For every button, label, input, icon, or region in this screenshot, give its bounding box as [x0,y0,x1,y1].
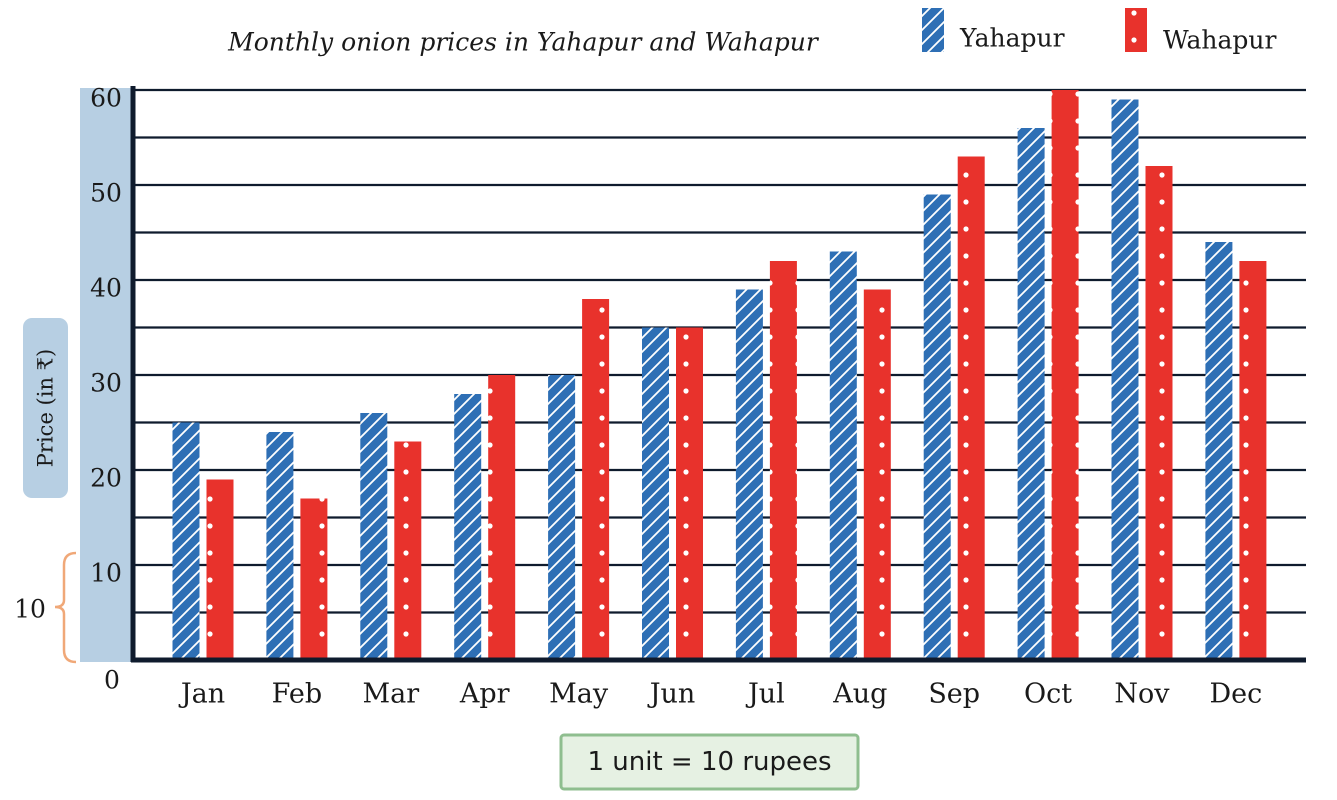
bar-yahapur-oct [1017,128,1045,660]
x-tick-label: Oct [1024,679,1072,710]
gridlines [133,88,1306,614]
y-tick-label: 60 [90,84,122,113]
legend-label-yahapur: Yahapur [959,24,1065,53]
bar-yahapur-apr [454,394,482,660]
chart-title: Monthly onion prices in Yahapur and Waha… [227,28,820,57]
bar-yahapur-jan [172,422,200,660]
y-axis-label: Price (in ₹) [34,349,58,467]
y-axis-band [80,88,132,662]
bar-yahapur-mar [360,413,388,660]
x-tick-label: Feb [272,679,323,710]
x-tick-label: Nov [1114,679,1170,710]
x-tick-label: Dec [1210,679,1263,710]
y-tick-label: 20 [90,464,122,493]
bar-yahapur-sep [923,194,951,660]
x-tick-label: Mar [362,679,419,710]
bar-wahapur-oct [1051,90,1079,660]
bar-wahapur-nov [1145,166,1173,660]
y-tick-labels: 0 10 20 30 40 50 60 [90,84,122,695]
x-tick-label: Jun [647,679,696,710]
bar-wahapur-aug [863,289,891,660]
bar-wahapur-may [582,299,610,660]
x-tick-labels: Jan Feb Mar Apr May Jun Jul Aug Sep Oct Nov Dec [178,679,1262,710]
bar-wahapur-mar [394,441,422,660]
legend-label-wahapur: Wahapur [1163,26,1277,55]
x-tick-label: May [549,679,609,710]
x-tick-label: Aug [832,679,887,710]
x-tick-label: Jul [745,679,785,710]
bar-yahapur-may [548,375,576,660]
x-tick-label: Sep [928,679,980,710]
scale-bracket [54,551,77,664]
legend-swatch-wahapur [1125,8,1147,52]
y-tick-label: 50 [90,179,122,208]
bar-wahapur-dec [1239,261,1267,660]
y-label-box [23,318,68,498]
x-tick-label: Jan [178,679,225,710]
bracket-label: 10 [14,595,46,624]
bar-yahapur-dec [1205,242,1233,660]
legend: Yahapur Wahapur [922,8,1277,55]
bar-wahapur-jul [769,261,797,660]
bar-yahapur-jun [642,327,669,660]
scale-note-box [559,733,860,791]
scale-note: 1 unit = 10 rupees [587,747,831,777]
y-tick-label: 30 [90,369,122,398]
bar-yahapur-nov [1111,99,1139,660]
bar-yahapur-feb [266,432,294,660]
bar-wahapur-jan [206,479,234,660]
legend-swatch-yahapur [922,8,944,52]
bar-wahapur-feb [300,498,328,660]
y-tick-label: 0 [104,666,120,695]
bars [172,90,1267,660]
bar-yahapur-aug [829,251,857,660]
x-tick-label: Apr [459,679,510,710]
bar-yahapur-jul [735,289,763,660]
bar-wahapur-jun [676,327,703,660]
bar-wahapur-sep [957,156,985,660]
y-tick-label: 10 [90,559,122,588]
y-tick-label: 40 [90,274,122,303]
bar-wahapur-apr [488,375,516,660]
